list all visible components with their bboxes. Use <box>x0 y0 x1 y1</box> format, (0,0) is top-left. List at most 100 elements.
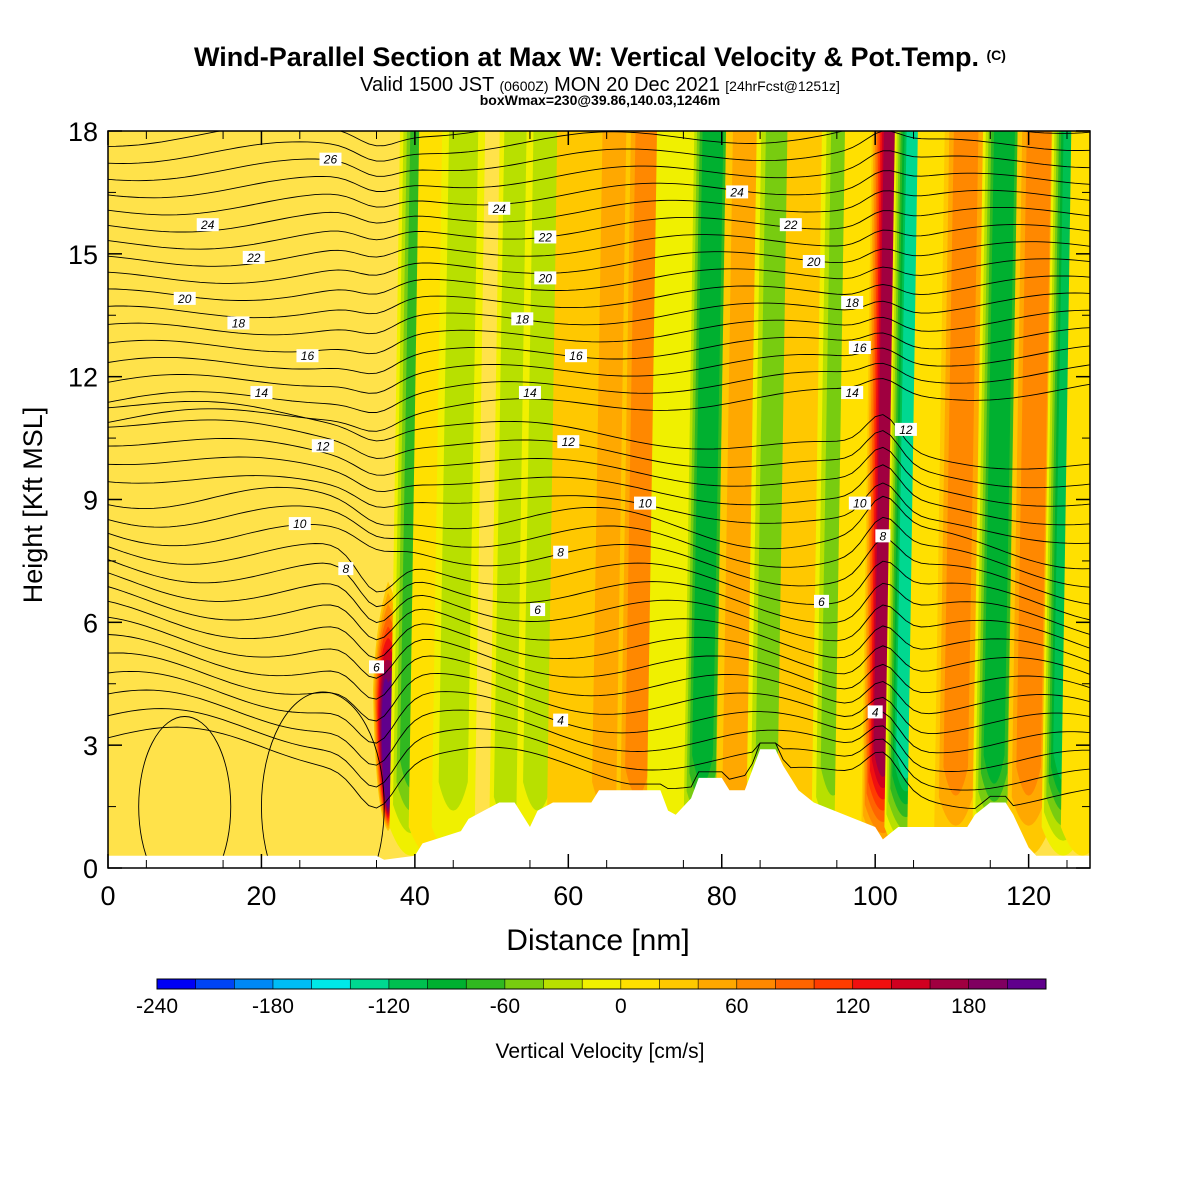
theta-contour-line-4 <box>108 652 1090 735</box>
theta-contour-line-23 <box>108 327 1090 375</box>
contour-label-text-11: 18 <box>516 312 530 326</box>
y-tick-label-3: 3 <box>83 731 98 761</box>
theta-contour-line-37 <box>108 75 1090 131</box>
theta-contour-line-34 <box>108 131 1090 182</box>
contour-labels: 26 24 24 24 22 22 22 20 20 20 18 18 18 16 16 16 14 14 14 12… <box>173 152 917 728</box>
x-axis-label: Distance [nm] <box>506 924 689 957</box>
contour-label-box-1 <box>196 218 219 232</box>
contour-label-text-23: 10 <box>638 497 652 511</box>
colorbar-swatch-16 <box>775 979 815 989</box>
theta-contour-closed-left <box>138 716 232 868</box>
contour-label-11: 18 <box>511 312 534 326</box>
colorbar-swatch-7 <box>427 979 467 989</box>
contour-label-17: 14 <box>518 386 541 400</box>
colorbar-swatch-3 <box>272 979 313 989</box>
contour-label-6: 22 <box>779 218 802 232</box>
valid-time-utc: (0600Z) <box>499 78 549 94</box>
contour-label-box-9 <box>802 255 825 269</box>
colorbar-swatch-17 <box>814 979 854 989</box>
theta-contour-line-15 <box>108 475 1090 544</box>
contour-label-text-28: 6 <box>373 660 380 674</box>
velocity-band-3-level-2 <box>438 131 479 811</box>
theta-contour-line-30 <box>108 206 1090 250</box>
colorbar-swatch-1 <box>195 979 235 989</box>
axes: 0 20 40 60 80 100 120 0 3 6 9 12 15 18 <box>68 117 1090 911</box>
copyright-mark: (C) <box>986 47 1006 63</box>
theta-contour-line-16 <box>108 456 1090 526</box>
theta-contour-line-19 <box>108 400 1090 470</box>
y-tick-label-0: 0 <box>83 854 98 884</box>
colorbar-swatch-22 <box>1007 979 1047 989</box>
theta-contour-line-24 <box>108 309 1090 355</box>
theta-contour-line-5 <box>108 634 1090 715</box>
x-tick-label-120: 120 <box>1006 881 1051 911</box>
theta-contour-line-32 <box>108 170 1090 216</box>
contour-label-box-19 <box>311 439 334 453</box>
theta-contour-line-9 <box>108 572 1090 649</box>
chart-title-text: Wind-Parallel Section at Max W: Vertical… <box>194 42 979 72</box>
contour-label-18: 14 <box>841 386 864 400</box>
theta-contour-line-28 <box>108 241 1090 284</box>
contour-label-text-7: 20 <box>177 292 192 306</box>
colorbar-swatch-15 <box>736 979 776 989</box>
contour-label-box-15 <box>848 341 871 355</box>
theta-contour-line-25 <box>108 292 1090 336</box>
theta-contour-line-14 <box>108 486 1090 570</box>
theta-contour-line-6 <box>108 616 1090 694</box>
contour-label-box-24 <box>848 496 871 510</box>
terrain-mask <box>108 749 1090 868</box>
y-axis-label: Height [Kft MSL] <box>18 407 48 604</box>
contour-label-box-29 <box>530 603 546 617</box>
contour-label-text-8: 20 <box>538 271 553 285</box>
colorbar-swatch-5 <box>350 979 390 989</box>
y-tick-label-15: 15 <box>68 240 98 270</box>
contour-label-1: 24 <box>196 218 219 232</box>
contour-label-box-10 <box>227 316 250 330</box>
contour-label-20: 12 <box>557 435 580 449</box>
theta-contour-line-12 <box>108 524 1090 605</box>
chart-subtitle: Valid 1500 JST (0600Z) MON 20 Dec 2021 [… <box>0 74 1200 97</box>
contour-label-32: 4 <box>867 705 883 719</box>
contour-label-9: 20 <box>802 255 825 269</box>
contour-label-text-17: 14 <box>523 386 537 400</box>
contour-label-text-10: 18 <box>232 316 246 330</box>
contour-label-text-4: 22 <box>246 251 261 265</box>
theta-contour-line-18 <box>108 419 1090 489</box>
colorbar-swatch-11 <box>582 979 622 989</box>
contour-label-box-4 <box>242 250 265 264</box>
colorbar-swatch-10 <box>543 979 583 989</box>
contour-label-box-31 <box>553 713 569 727</box>
contour-label-box-22 <box>288 517 311 531</box>
contour-label-24: 10 <box>848 496 871 511</box>
theta-contour-line-1 <box>108 708 1090 791</box>
theta-contour-line-26 <box>108 275 1090 319</box>
contour-label-box-2 <box>488 201 511 215</box>
contour-label-4: 22 <box>242 250 265 265</box>
colorbar-tick-180: 180 <box>951 995 986 1018</box>
contour-label-10: 18 <box>227 316 250 330</box>
colorbar-tick--240: -240 <box>136 995 178 1018</box>
contour-label-box-0 <box>319 152 342 166</box>
contour-label-box-20 <box>557 435 580 449</box>
colorbar-swatch-6 <box>388 979 429 989</box>
contour-label-text-5: 22 <box>538 230 553 244</box>
theta-contour-line-3 <box>108 670 1090 754</box>
velocity-field <box>372 131 1090 856</box>
contour-label-text-20: 12 <box>562 435 576 449</box>
contour-label-text-3: 24 <box>729 185 744 199</box>
theta-contour-line-11 <box>108 543 1090 621</box>
theta-contour-line-22 <box>108 345 1090 394</box>
contour-label-16: 14 <box>250 386 273 400</box>
contour-label-box-21 <box>894 422 917 436</box>
x-tick-label-80: 80 <box>707 881 737 911</box>
contour-label-text-30: 6 <box>818 595 825 609</box>
velocity-band-10-level-5 <box>692 131 724 784</box>
theta-contour-line-35 <box>108 131 1090 164</box>
theta-contour-closed-mid <box>261 691 385 868</box>
contour-label-19: 12 <box>311 439 334 453</box>
contour-label-15: 16 <box>848 341 871 355</box>
contour-label-2: 24 <box>488 201 511 216</box>
colorbar-swatch-8 <box>466 979 506 989</box>
contour-label-box-28 <box>369 660 385 674</box>
